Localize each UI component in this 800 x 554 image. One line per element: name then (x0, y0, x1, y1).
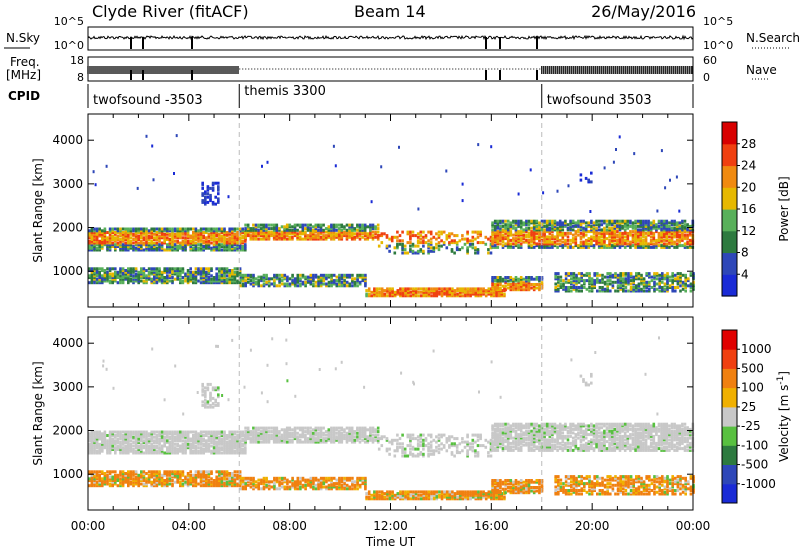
nsky-tick-top: 10^5 (54, 15, 84, 28)
power-colorbar-step-0 (722, 274, 737, 297)
velocity-ytick-0: 1000 (52, 467, 83, 481)
velocity-xtick-1: 04:00 (172, 519, 207, 533)
power-colorbar-tick-0: 4 (741, 267, 749, 281)
velocity-colorbar-step-4 (722, 406, 737, 427)
velocity-colorbar-tick-3: 25 (741, 400, 756, 414)
velocity-colorbar-step-8 (722, 330, 737, 350)
date-label: 26/May/2016 (591, 2, 696, 21)
velocity-data-cells (88, 336, 695, 501)
power-colorbar-tick-5: 24 (741, 159, 756, 173)
velocity-colorbar-step-0 (722, 483, 737, 504)
velocity-xlabel: Time UT (365, 535, 416, 549)
power-data-cells (88, 134, 695, 298)
velocity-colorbar-step-3 (722, 426, 737, 446)
velocity-colorbar-label: Velocity [m s-1] (776, 371, 791, 462)
velocity-ytick-2: 3000 (52, 380, 83, 394)
power-colorbar-tick-2: 12 (741, 224, 756, 238)
velocity-colorbar-tick-0: 1000 (741, 342, 772, 356)
power-colorbar-step-6 (722, 143, 737, 167)
nsearch-tick-bottom: 10^0 (703, 39, 733, 52)
power-colorbar-step-1 (722, 252, 737, 275)
velocity-colorbar-step-2 (722, 445, 737, 465)
velocity-colorbar-tick-2: 100 (741, 381, 764, 395)
freq-label: Freq. (10, 55, 40, 69)
velocity-xtick-5: 20:00 (575, 519, 610, 533)
velocity-colorbar-tick-7: -1000 (741, 477, 776, 491)
power-colorbar-tick-1: 8 (741, 246, 749, 260)
nsky-label: N.Sky (6, 31, 40, 45)
power-colorbar-tick-6: 28 (741, 137, 756, 151)
power-colorbar-step-5 (722, 165, 737, 188)
velocity-xtick-2: 08:00 (272, 519, 307, 533)
power-ytick-2: 3000 (52, 177, 83, 191)
velocity-xtick-6: 00:00 (676, 519, 711, 533)
power-ylabel: Slant Range [km] (31, 158, 45, 262)
power-colorbar-step-3 (722, 209, 737, 232)
cpid-segment-2: twofsound 3503 (547, 93, 652, 108)
nsky-tick-bottom: 10^0 (54, 39, 84, 52)
power-colorbar-tick-3: 16 (741, 202, 756, 216)
velocity-xtick-3: 12:00 (373, 519, 408, 533)
velocity-colorbar-step-6 (722, 368, 737, 389)
nave-tick-top: 60 (703, 54, 717, 67)
velocity-colorbar-step-5 (722, 387, 737, 408)
velocity-ylabel: Slant Range [km] (31, 361, 45, 465)
cpid-segment-0: twofsound -3503 (93, 93, 203, 108)
nave-label: Nave (746, 63, 777, 77)
velocity-colorbar-step-7 (722, 349, 737, 369)
velocity-ytick-3: 4000 (52, 336, 83, 350)
power-colorbar-label: Power [dB] (777, 176, 791, 241)
plot-title: Clyde River (fitACF) (92, 2, 249, 21)
freq-tick-top: 18 (70, 54, 84, 67)
nave-tick-bottom: 0 (703, 71, 710, 84)
velocity-colorbar-step-1 (722, 464, 737, 485)
cpid-label: CPID (8, 89, 40, 103)
power-ytick-0: 1000 (52, 264, 83, 278)
cpid-segment-1: themis 3300 (244, 84, 326, 99)
velocity-xtick-0: 00:00 (71, 519, 106, 533)
velocity-ytick-1: 2000 (52, 424, 83, 438)
velocity-colorbar-tick-4: -25 (741, 419, 761, 433)
freq-unit-label: [MHz] (6, 68, 41, 82)
power-colorbar-step-4 (722, 187, 737, 210)
power-colorbar-step-7 (722, 122, 737, 145)
power-ytick-3: 4000 (52, 133, 83, 147)
freq-tick-bottom: 8 (77, 71, 84, 84)
beam-label: Beam 14 (354, 2, 426, 21)
power-ytick-1: 2000 (52, 221, 83, 235)
freq-trace (87, 66, 693, 74)
velocity-colorbar-tick-5: -100 (741, 438, 768, 452)
power-colorbar-step-2 (722, 230, 737, 254)
nsearch-label: N.Search (746, 31, 800, 45)
nsky-trace (87, 34, 694, 41)
velocity-colorbar-frame (721, 329, 738, 504)
velocity-xtick-4: 16:00 (474, 519, 509, 533)
velocity-colorbar-tick-6: -500 (741, 458, 768, 472)
power-colorbar-tick-4: 20 (741, 180, 756, 194)
velocity-colorbar-tick-1: 500 (741, 361, 764, 375)
nsearch-tick-top: 10^5 (703, 15, 733, 28)
